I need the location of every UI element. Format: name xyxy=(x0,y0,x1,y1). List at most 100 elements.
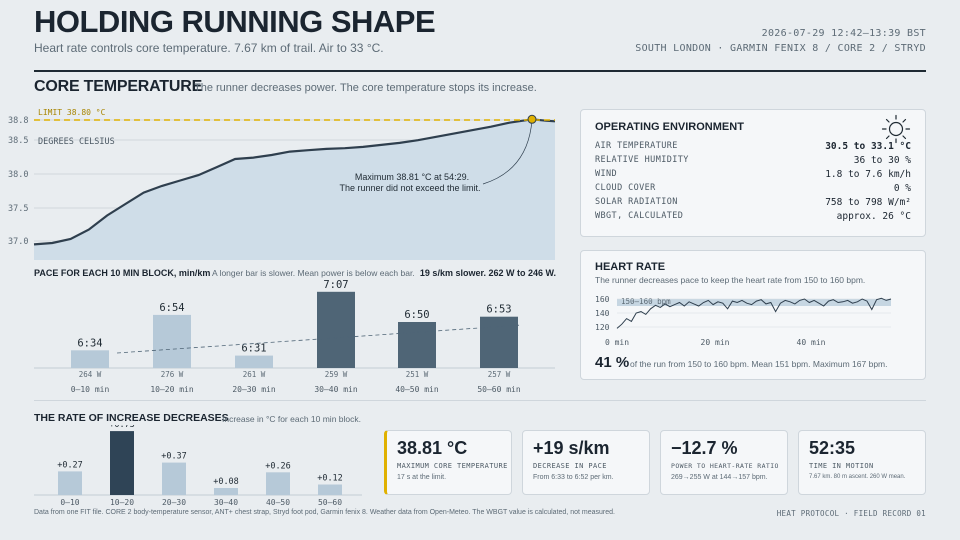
rate-bars: +0.27 0–10 +0.73 10–20 +0.37 20–30 +0.08 30–40 +… xyxy=(57,425,343,507)
env-value: 36 to 30 % xyxy=(853,155,911,166)
stat-label: MAXIMUM CORE TEMPERATURE xyxy=(397,462,508,470)
rate-category-label: 0–10 xyxy=(60,498,79,507)
section-divider xyxy=(34,400,926,401)
env-label: RELATIVE HUMIDITY xyxy=(595,155,689,165)
pace-category-label: 30–40 min xyxy=(314,385,358,394)
pace-bar xyxy=(71,350,109,368)
stat-value: −12.7 % xyxy=(671,438,738,458)
pace-chart: 6:34 264 W 0–10 min 6:54 276 W 10–20 min 6:31 2… xyxy=(34,280,555,394)
pace-value-label: 6:50 xyxy=(404,309,429,321)
heart-rate-title: HEART RATE xyxy=(595,261,666,273)
session-datetime: 2026-07-29 12:42–13:39 BST xyxy=(761,28,926,39)
stat-card-time: 52:35 TIME IN MOTION 7.67 km. 80 m ascen… xyxy=(798,430,926,495)
y-tick-label: 38.0 xyxy=(8,170,28,180)
rate-value-label: +0.12 xyxy=(317,474,343,484)
stat-value: 38.81 °C xyxy=(397,438,468,458)
rate-bar xyxy=(214,488,238,495)
pace-value-label: 7:07 xyxy=(323,280,348,291)
power-label: 259 W xyxy=(325,370,348,379)
pace-bar xyxy=(398,322,436,368)
stat-sub: 7.67 km. 80 m ascent. 260 W mean. xyxy=(809,474,906,480)
y-tick-label: 160 xyxy=(595,295,610,304)
pace-bar xyxy=(153,314,191,368)
pace-category-label: 40–50 min xyxy=(395,385,439,394)
env-row-solar-radiation: SOLAR RADIATION 758 to 798 W/m² xyxy=(595,197,911,211)
pace-bar xyxy=(480,316,518,368)
env-value: approx. 26 °C xyxy=(836,211,911,222)
max-temperature-marker xyxy=(527,114,537,124)
page-title: HOLDING RUNNING SHAPE xyxy=(34,4,436,39)
core-temperature-chart: 38.8 38.5 38.0 37.5 37.0 LIMIT 38.80 °C … xyxy=(8,108,556,260)
limit-label: LIMIT 38.80 °C xyxy=(38,108,106,117)
rate-bar xyxy=(162,462,186,495)
env-row-cloud-cover: CLOUD COVER 0 % xyxy=(595,183,911,197)
pace-bar xyxy=(235,355,273,368)
y-tick-label: 120 xyxy=(595,323,610,332)
environment-card: OPERATING ENVIRONMENT AIR TEMPERATURE 30… xyxy=(580,109,926,237)
pace-category-label: 0–10 min xyxy=(71,385,110,394)
header-divider xyxy=(34,70,926,72)
pace-value-label: 6:34 xyxy=(77,337,102,349)
annotation-line-1: Maximum 38.81 °C at 54:29. xyxy=(355,172,469,182)
session-devices: SOUTH LONDON · GARMIN FENIX 8 / CORE 2 /… xyxy=(635,43,926,54)
stat-value: +19 s/km xyxy=(533,438,610,458)
rate-bar xyxy=(318,484,342,495)
rate-chart: +0.27 0–10 +0.73 10–20 +0.37 20–30 +0.08 30–40 +… xyxy=(34,425,362,507)
stat-card-power-ratio: −12.7 % POWER TO HEART-RATE RATIO 269→25… xyxy=(660,430,788,495)
power-label: 264 W xyxy=(79,370,102,379)
x-tick-label: 0 min xyxy=(605,338,629,347)
stat-value: 52:35 xyxy=(809,438,856,458)
rate-subtitle: Increase in °C for each 10 min block. xyxy=(222,414,361,424)
y-tick-label: 37.0 xyxy=(8,237,28,247)
pace-title: PACE FOR EACH 10 MIN BLOCK, min/km xyxy=(34,268,211,278)
unit-label: DEGREES CELSIUS xyxy=(38,137,115,147)
env-value: 30.5 to 33.1 °C xyxy=(825,141,911,152)
stat-sub: 269→255 W at 144→157 bpm. xyxy=(671,474,768,481)
env-value: 0 % xyxy=(893,183,911,194)
stat-sub: 17 s at the limit. xyxy=(397,474,447,481)
heart-rate-summary: of the run from 150 to 160 bpm. Mean 151… xyxy=(630,359,888,369)
stat-sub: From 6:33 to 6:52 per km. xyxy=(533,474,614,481)
x-tick-label: 40 min xyxy=(797,338,826,347)
env-label: CLOUD COVER xyxy=(595,183,656,193)
pace-bar xyxy=(317,291,355,368)
env-row-air-temperature: AIR TEMPERATURE 30.5 to 33.1 °C xyxy=(595,141,911,155)
pace-note: A longer bar is slower. Mean power is be… xyxy=(212,268,415,278)
y-tick-label: 38.5 xyxy=(8,136,28,146)
rate-bar xyxy=(58,471,82,495)
annotation-leader xyxy=(482,119,533,185)
stat-label: POWER TO HEART-RATE RATIO xyxy=(671,462,779,470)
sun-icon xyxy=(881,114,911,144)
heart-rate-percentage: 41 % xyxy=(595,354,630,371)
rate-category-label: 50–60 xyxy=(318,498,342,507)
power-label: 257 W xyxy=(488,370,511,379)
rate-category-label: 30–40 xyxy=(214,498,238,507)
pace-category-label: 20–30 min xyxy=(232,385,276,394)
core-temperature-line xyxy=(33,118,556,246)
footer-record: HEAT PROTOCOL · FIELD RECORD 01 xyxy=(776,509,926,518)
stat-label: TIME IN MOTION xyxy=(809,462,874,470)
env-row-humidity: RELATIVE HUMIDITY 36 to 30 % xyxy=(595,155,911,169)
env-label: AIR TEMPERATURE xyxy=(595,141,678,151)
environment-title: OPERATING ENVIRONMENT xyxy=(595,121,744,133)
power-label: 261 W xyxy=(243,370,266,379)
pace-bars: 6:34 264 W 0–10 min 6:54 276 W 10–20 min 6:31 2… xyxy=(71,280,521,394)
y-tick-label: 37.5 xyxy=(8,204,28,214)
pace-summary: 19 s/km slower. 262 W to 246 W. xyxy=(419,268,556,278)
rate-value-label: +0.27 xyxy=(57,460,83,470)
rate-bar xyxy=(110,431,134,495)
rate-category-label: 40–50 xyxy=(266,498,290,507)
stat-card-max-temp: 38.81 °C MAXIMUM CORE TEMPERATURE 17 s a… xyxy=(384,430,512,495)
heart-rate-line xyxy=(616,297,892,329)
core-subtitle: The runner decreases power. The core tem… xyxy=(194,82,537,94)
rate-bar xyxy=(266,472,290,496)
page-subtitle: Heart rate controls core temperature. 7.… xyxy=(34,41,384,55)
y-tick-label: 140 xyxy=(595,309,610,318)
pace-value-label: 6:53 xyxy=(486,304,511,316)
core-temperature-area xyxy=(34,119,555,260)
band-label: 150–160 bpm xyxy=(621,297,671,306)
heart-rate-chart: 150–160 bpm 160 140 120 0 min 20 min 40 … xyxy=(595,295,892,347)
stat-card-pace: +19 s/km DECREASE IN PACE From 6:33 to 6… xyxy=(522,430,650,495)
pace-category-label: 10–20 min xyxy=(150,385,194,394)
env-row-wind: WIND 1.8 to 7.6 km/h xyxy=(595,169,911,183)
